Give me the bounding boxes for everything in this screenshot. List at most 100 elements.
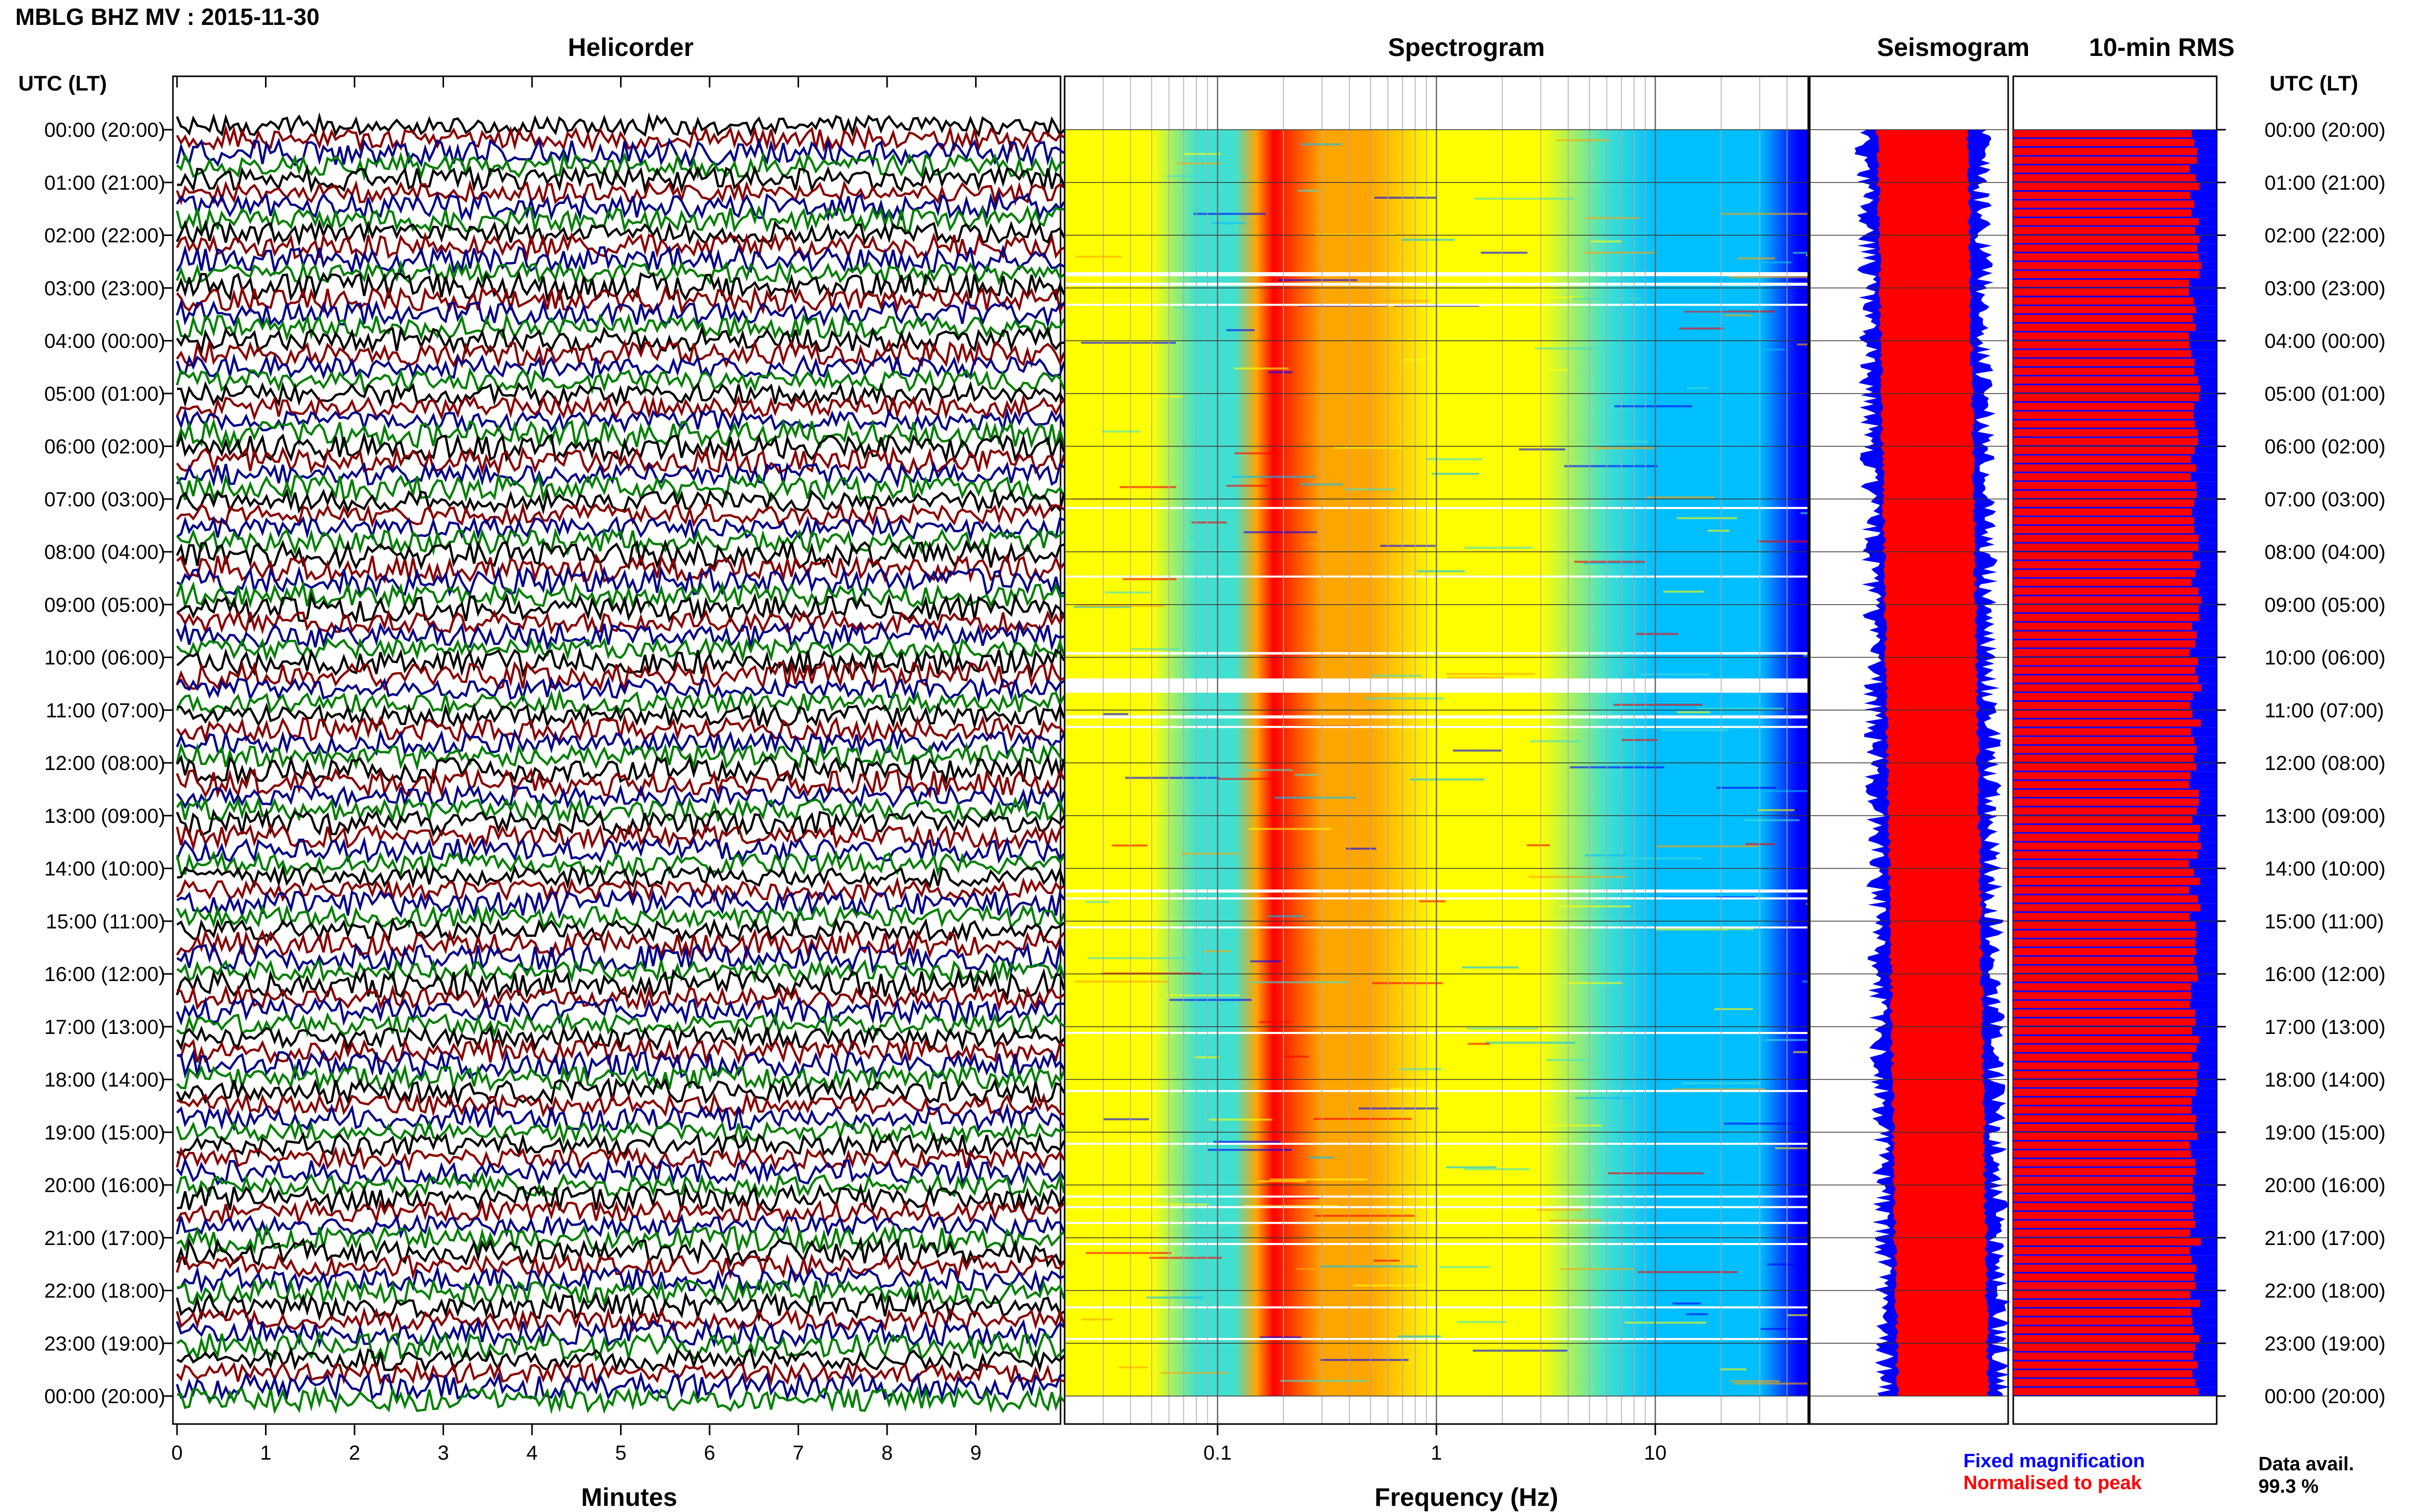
rms-panel-title: 10-min RMS xyxy=(2089,33,2235,62)
rms-normalised-bar xyxy=(2013,1203,2193,1210)
helicorder-trace xyxy=(176,460,1065,489)
spectrogram-streak xyxy=(1373,1259,1400,1262)
spectrogram-streak xyxy=(1085,1252,1171,1254)
helicorder-trace xyxy=(175,1307,1066,1333)
spectrogram-streak xyxy=(1729,276,1823,278)
helicorder-trace xyxy=(175,270,1066,303)
helicorder-trace xyxy=(176,1063,1066,1094)
helicorder-trace xyxy=(177,1182,1066,1215)
rms-normalised-bar xyxy=(2013,1282,2196,1290)
rms-normalised-bar xyxy=(2013,825,2200,833)
rms-normalised-bar xyxy=(2013,1053,2192,1061)
helicorder-trace xyxy=(175,688,1066,716)
spectrogram-streak xyxy=(1767,1263,1802,1266)
spectrogram-streak xyxy=(1473,1349,1568,1352)
rms-normalised-bar xyxy=(2013,561,2200,569)
rms-normalised-bar xyxy=(2013,754,2194,762)
spectrogram-streak xyxy=(1269,371,1292,374)
hour-label-left: 06:00 (02:00) xyxy=(44,436,165,458)
rms-normalised-bar xyxy=(2013,139,2194,146)
helicorder-trace xyxy=(176,876,1065,904)
data-availability-label: Data avail. xyxy=(2258,1454,2354,1475)
rms-normalised-bar xyxy=(2013,1141,2190,1149)
spectrogram-streak xyxy=(1103,1118,1149,1120)
rms-normalised-bar xyxy=(2013,1335,2200,1343)
spectrogram-streak xyxy=(1074,981,1168,983)
hour-label-left: 21:00 (17:00) xyxy=(44,1227,165,1250)
helicorder-trace xyxy=(176,527,1065,556)
spectrogram-streak xyxy=(1730,1380,1780,1382)
spectrogram-streak xyxy=(1716,786,1776,789)
spectrogram-streak xyxy=(1270,1178,1368,1181)
helicorder-trace xyxy=(175,539,1065,571)
spectrogram-streak xyxy=(1591,240,1622,243)
spectrogram-streak xyxy=(1447,676,1504,679)
hour-label-left: 09:00 (05:00) xyxy=(44,594,165,616)
spectrogram-streak xyxy=(1102,430,1141,433)
hour-label-right: 06:00 (02:00) xyxy=(2265,436,2386,458)
spectrogram-streak xyxy=(1149,1257,1222,1259)
hour-label-right: 13:00 (09:00) xyxy=(2265,805,2386,827)
spectrogram-streak xyxy=(1720,213,1810,215)
rms-normalised-bar xyxy=(2013,447,2195,454)
seismogram-panel-title: Seismogram xyxy=(1876,33,2030,62)
spectrogram-streak xyxy=(1519,448,1566,451)
minutes-axis-label: Minutes xyxy=(581,1483,678,1511)
helicorder-trace xyxy=(175,112,1065,138)
spectrogram-streak xyxy=(1757,540,1821,543)
helicorder-trace xyxy=(175,393,1065,421)
helicorder-trace xyxy=(176,888,1065,920)
rms-normalised-bar xyxy=(2013,490,2197,498)
helicorder-trace xyxy=(177,1036,1065,1066)
hour-label-left: 10:00 (06:00) xyxy=(44,647,165,669)
hour-label-right: 01:00 (21:00) xyxy=(2265,172,2386,194)
spectrogram-streak xyxy=(1677,711,1711,714)
rms-normalised-bar xyxy=(2013,165,2190,173)
spectrogram-streak xyxy=(1252,981,1348,984)
spectrogram-streak xyxy=(1714,1008,1753,1011)
spectrogram-streak xyxy=(1506,1039,1537,1042)
rms-normalised-bar xyxy=(2013,904,2201,911)
hour-label-right: 18:00 (14:00) xyxy=(2265,1069,2386,1091)
rms-normalised-bar xyxy=(2013,1379,2196,1386)
rms-normalised-bar xyxy=(2013,974,2198,982)
helicorder-trace xyxy=(175,312,1065,342)
spectrogram-streak xyxy=(1621,739,1658,742)
spectrogram-streak xyxy=(1462,966,1519,969)
rms-normalised-bar xyxy=(2013,1123,2195,1132)
hour-label-right: 03:00 (23:00) xyxy=(2265,277,2386,300)
helicorder-trace xyxy=(177,864,1066,890)
helicorder-trace xyxy=(177,380,1066,408)
rms-normalised-bar xyxy=(2013,218,2199,226)
spectrogram-streak xyxy=(1314,574,1336,576)
spectrogram-streak xyxy=(1546,1059,1586,1061)
spectrogram-streak xyxy=(1076,605,1165,607)
hour-label-right: 05:00 (01:00) xyxy=(2265,383,2386,405)
helicorder-panel-title: Helicorder xyxy=(568,33,694,62)
helicorder-trace xyxy=(177,1049,1065,1081)
rms-normalised-bar xyxy=(2013,658,2198,665)
rms-normalised-bar xyxy=(2013,403,2194,410)
helicorder-trace xyxy=(176,553,1065,584)
helicorder-trace xyxy=(175,298,1065,328)
helicorder-trace xyxy=(175,259,1065,287)
spectrogram-streak xyxy=(1549,1219,1602,1222)
helicorder-xtick-label: 9 xyxy=(970,1442,981,1464)
rms-normalised-bar xyxy=(2013,367,2194,375)
helicorder-trace xyxy=(176,1024,1065,1052)
helicorder-trace xyxy=(176,1012,1065,1038)
spectrogram-streak xyxy=(1232,476,1317,478)
helicorder-trace xyxy=(175,1119,1065,1145)
rms-normalised-bar xyxy=(2013,798,2199,806)
rms-normalised-bar xyxy=(2013,359,2195,366)
spectrogram-streak xyxy=(1528,876,1627,878)
rms-normalised-bar xyxy=(2013,649,2190,657)
spectrogram-streak xyxy=(1295,774,1318,776)
rms-normalised-bar xyxy=(2013,1264,2197,1272)
helicorder-xtick-label: 6 xyxy=(704,1442,715,1464)
spectrogram-streak xyxy=(1308,543,1329,545)
spectrogram-xtick-label: 0.1 xyxy=(1203,1442,1232,1464)
spectrogram-streak xyxy=(1397,1335,1442,1338)
rms-normalised-bar xyxy=(2013,1080,2198,1087)
hour-label-left: 07:00 (03:00) xyxy=(44,488,165,511)
